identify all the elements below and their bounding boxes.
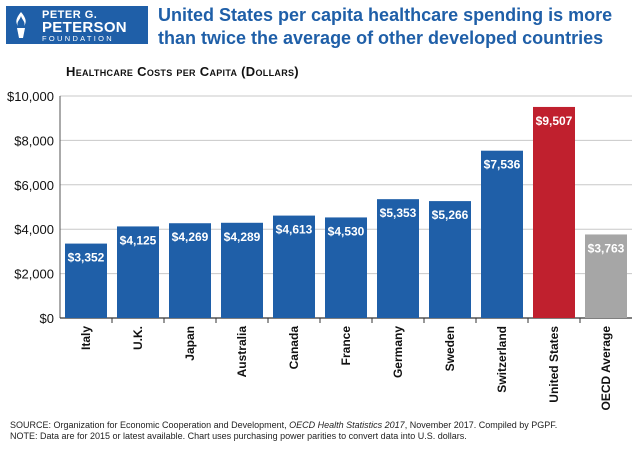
x-tick-label: Germany	[391, 326, 405, 378]
y-tick-label: $6,000	[14, 178, 54, 193]
bar	[273, 215, 315, 318]
data-label: $5,266	[432, 208, 469, 222]
x-tick-label: United States	[547, 326, 561, 403]
y-tick-label: $8,000	[14, 133, 54, 148]
y-tick-label: $4,000	[14, 222, 54, 237]
data-label: $9,507	[536, 114, 573, 128]
data-label: $7,536	[484, 158, 521, 172]
x-tick-label: Sweden	[443, 326, 457, 371]
x-tick-label: Japan	[183, 326, 197, 361]
x-tick-label: U.K.	[131, 326, 145, 350]
bar	[429, 201, 471, 318]
bar	[169, 223, 211, 318]
bar	[65, 243, 107, 318]
headline: United States per capita healthcare spen…	[158, 5, 613, 48]
x-tick-label: France	[339, 326, 353, 366]
bar	[325, 217, 367, 318]
note-line: NOTE: Data are for 2015 or latest availa…	[10, 431, 467, 441]
bar	[585, 234, 627, 318]
data-label: $4,269	[172, 230, 209, 244]
x-tick-label: Italy	[79, 326, 93, 350]
bar-chart: $0 $2,000 $4,000 $6,000 $8,000 $10,000 $3,352 I…	[7, 89, 632, 411]
footer: SOURCE: Organization for Economic Cooper…	[10, 420, 630, 442]
data-label: $4,125	[120, 233, 157, 247]
data-label: $3,763	[588, 241, 625, 255]
logo-line-1: PETER G.	[42, 9, 98, 21]
data-label: $3,352	[68, 251, 105, 265]
y-tick-label: $10,000	[7, 89, 54, 104]
data-label: $4,530	[328, 224, 365, 238]
y-tick-label: $0	[40, 311, 54, 326]
x-tick-label: Australia	[235, 326, 249, 378]
y-tick-label: $2,000	[14, 267, 54, 282]
logo-line-2: PETERSON	[42, 19, 127, 36]
data-label: $5,353	[380, 206, 417, 220]
source-line: SOURCE: Organization for Economic Cooper…	[10, 420, 630, 431]
bar	[533, 106, 575, 318]
source-prefix: SOURCE: Organization for Economic Cooper…	[10, 420, 290, 430]
bar	[221, 222, 263, 318]
logo-line-3: FOUNDATION	[42, 34, 115, 43]
torch-flame-icon	[16, 12, 26, 38]
bar	[481, 150, 523, 318]
data-label: $4,289	[224, 230, 261, 244]
data-label: $4,613	[276, 223, 313, 237]
chart-title: Healthcare Costs per Capita (Dollars)	[66, 64, 299, 79]
pgpf-logo: PETER G. PETERSON FOUNDATION	[6, 6, 148, 44]
source-suffix: , November 2017. Compiled by PGPF.	[404, 420, 558, 430]
source-title: OECD Health Statistics 2017	[289, 420, 405, 430]
bar	[377, 199, 419, 318]
bar	[117, 226, 159, 318]
x-tick-label: OECD Average	[599, 326, 613, 411]
x-tick-label: Canada	[287, 326, 301, 370]
x-tick-label: Switzerland	[495, 326, 509, 393]
